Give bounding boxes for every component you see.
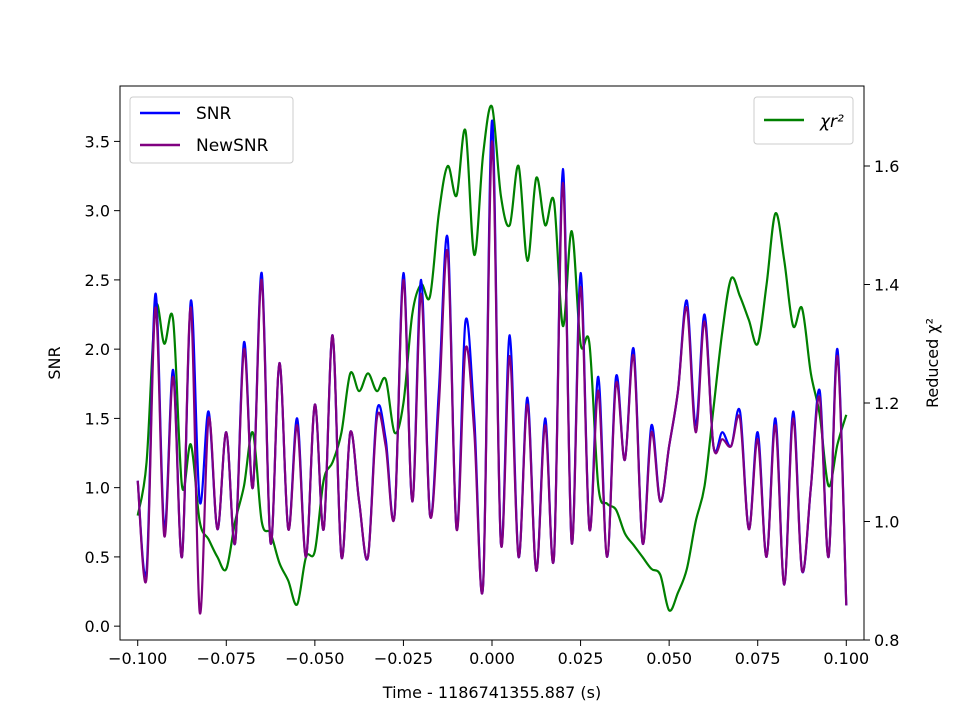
y-tick-label: 1.5 [85,409,110,428]
x-tick-label: −0.050 [285,649,344,668]
y-tick-label: 1.0 [85,479,110,498]
y-axis-ticks: 0.0 0.5 1.0 1.5 2.0 2.5 3.0 3.5 [85,132,120,636]
x-axis-label: Time - 1186741355.887 (s) [382,683,601,702]
x-tick-label: −0.075 [197,649,256,668]
x-tick-label: −0.025 [374,649,433,668]
y-axis-label: SNR [45,346,64,379]
y-tick-label: 0.5 [85,548,110,567]
series-line-newsnr [136,140,848,615]
x-tick-label: 0.000 [469,649,515,668]
legend-label-chi2: χr² [819,112,844,132]
x-tick-label: 0.025 [558,649,604,668]
y-tick-label: 3.5 [85,132,110,151]
y2-axis-label: Reduced χ² [923,318,942,408]
series-line-chi2 [136,104,848,612]
legend-right: χr² [753,96,854,145]
y-tick-label: 2.5 [85,271,110,290]
y2-axis-ticks: 0.8 1.0 1.2 1.4 1.6 [864,157,899,650]
x-tick-label: 0.075 [735,649,781,668]
x-tick-label: −0.100 [108,649,167,668]
x-tick-label: 0.100 [823,649,869,668]
plot-lines [136,104,848,615]
y-tick-label: 2.0 [85,340,110,359]
y2-tick-label: 0.8 [874,631,899,650]
legend-left: SNR NewSNR [129,96,294,164]
y2-tick-label: 1.0 [874,512,899,531]
y-tick-label: 0.0 [85,617,110,636]
y2-tick-label: 1.6 [874,157,899,176]
x-axis-ticks: −0.100 −0.075 −0.050 −0.025 0.000 0.025 0.050 0… [108,640,869,668]
y-tick-label: 3.0 [85,202,110,221]
y2-tick-label: 1.2 [874,394,899,413]
legend-label-newsnr: NewSNR [196,136,269,156]
y2-tick-label: 1.4 [874,275,899,294]
legend-label-snr: SNR [196,104,232,124]
x-tick-label: 0.050 [646,649,692,668]
